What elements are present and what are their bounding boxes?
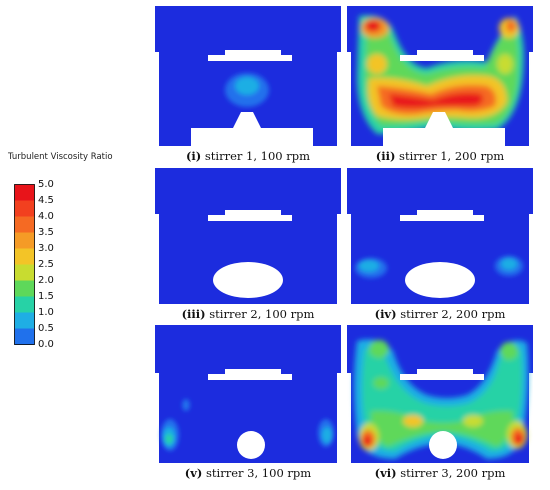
legend-tick-label: 1.0	[38, 306, 54, 318]
legend-tick-label: 4.5	[38, 194, 54, 206]
panel-stirrer3-200rpm	[347, 325, 533, 463]
caption-panel-5: (v) stirrer 3, 100 rpm	[184, 466, 312, 480]
legend-band	[14, 280, 35, 297]
legend-tick-label: 2.0	[38, 274, 54, 286]
legend-tick-label: 0.5	[38, 322, 54, 334]
caption-panel-2: (ii) stirrer 1, 200 rpm	[375, 149, 505, 163]
legend-band	[14, 328, 35, 345]
legend-band	[14, 312, 35, 329]
panel-stirrer3-100rpm	[155, 325, 341, 463]
legend-tick-label: 4.0	[38, 210, 54, 222]
legend-band	[14, 200, 35, 217]
legend-title: Turbulent Viscosity Ratio	[8, 152, 113, 162]
legend-tick-label: 0.0	[38, 338, 54, 350]
caption-panel-3: (iii) stirrer 2, 100 rpm	[181, 307, 315, 321]
contour-plot-1	[155, 6, 341, 146]
legend-band	[14, 264, 35, 281]
panel-stirrer1-200rpm	[347, 6, 533, 146]
legend-tick-label: 5.0	[38, 178, 54, 190]
contour-plot-5	[155, 325, 341, 463]
panel-stirrer2-100rpm	[155, 168, 341, 304]
contour-plot-3	[155, 168, 341, 304]
panel-stirrer2-200rpm	[347, 168, 533, 304]
contour-plot-6	[347, 325, 533, 463]
legend-colorbar	[14, 184, 35, 345]
caption-panel-4: (iv) stirrer 2, 200 rpm	[374, 307, 506, 321]
color-legend: 5.0 4.5 4.0 3.5 3.0 2.5 2.0 1.5 1.0 0.5 0.0	[14, 178, 104, 350]
legend-tick-label: 1.5	[38, 290, 54, 302]
legend-band	[14, 296, 35, 313]
legend-tick-label: 2.5	[38, 258, 54, 270]
legend-band	[14, 232, 35, 249]
caption-panel-1: (i) stirrer 1, 100 rpm	[185, 149, 311, 163]
legend-tick-label: 3.5	[38, 226, 54, 238]
caption-panel-6: (vi) stirrer 3, 200 rpm	[374, 466, 506, 480]
contour-plot-4	[347, 168, 533, 304]
legend-band	[14, 184, 35, 201]
legend-band	[14, 248, 35, 265]
contour-plot-2	[347, 6, 533, 146]
legend-tick-label: 3.0	[38, 242, 54, 254]
panel-stirrer1-100rpm	[155, 6, 341, 146]
legend-band	[14, 216, 35, 233]
